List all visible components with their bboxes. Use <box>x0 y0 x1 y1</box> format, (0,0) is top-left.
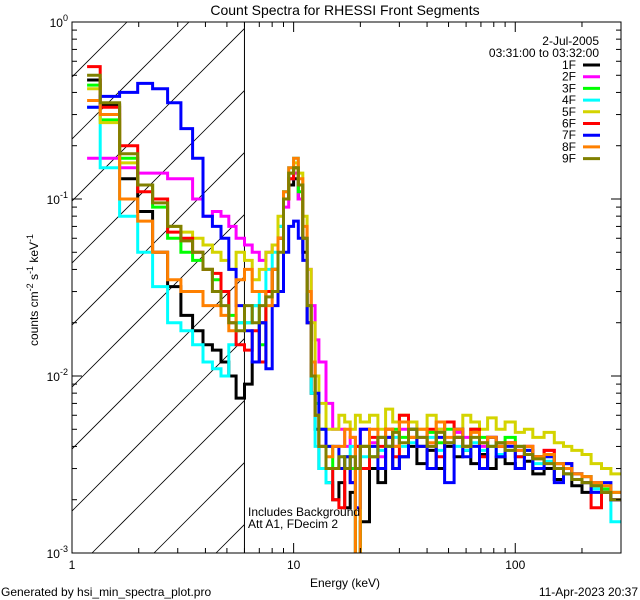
x-tick-label: 10 <box>287 558 301 572</box>
legend-label: 4F <box>562 93 576 107</box>
chart-title: Count Spectra for RHESSI Front Segments <box>210 2 479 18</box>
hatch-line <box>91 399 245 553</box>
hatch-line <box>72 213 245 388</box>
legend-label: 5F <box>562 105 576 119</box>
x-tick-label: 100 <box>505 558 525 572</box>
legend-label: 8F <box>562 140 576 154</box>
footer-timestamp: 11-Apr-2023 20:37 <box>539 585 639 599</box>
legend-item-8F: 8F <box>562 140 600 154</box>
series-group <box>87 65 621 553</box>
hatch-line <box>72 275 245 450</box>
legend-item-3F: 3F <box>562 81 600 95</box>
legend-label: 3F <box>562 81 576 95</box>
hatch-line <box>72 27 245 202</box>
annotation-background: Includes Background <box>248 505 360 519</box>
y-tick-labels: 100 10-1 10-2 10-3 <box>47 13 68 561</box>
legend-item-9F: 9F <box>562 152 600 166</box>
legend-label: 6F <box>562 117 576 131</box>
y-tick-label: 100 <box>50 13 68 30</box>
legend-label: 2F <box>562 70 576 84</box>
legend-label: 9F <box>562 152 576 166</box>
legend-item-4F: 4F <box>562 93 600 107</box>
legend-label: 1F <box>562 58 576 72</box>
x-tick-labels: 1 10 100 <box>69 558 526 572</box>
legend-item-5F: 5F <box>562 105 600 119</box>
legend-item-2F: 2F <box>562 70 600 84</box>
hatch-line <box>153 461 245 553</box>
x-axis-label: Energy (keV) <box>310 576 380 590</box>
hatch-line <box>72 151 245 326</box>
series-8F <box>87 99 621 553</box>
footer-generated-by: Generated by hsi_min_spectra_plot.pro <box>1 585 211 599</box>
y-tick-label: 10-1 <box>47 190 68 207</box>
legend-item-1F: 1F <box>562 58 600 72</box>
legend-item-6F: 6F <box>562 117 600 131</box>
series-9F <box>87 73 621 502</box>
x-tick-label: 1 <box>69 558 76 572</box>
time-range-label: 03:31:00 to 03:32:00 <box>489 46 599 60</box>
hatch-line <box>72 337 245 512</box>
y-tick-label: 10-3 <box>47 544 68 561</box>
legend-item-7F: 7F <box>562 128 600 142</box>
hatch-line <box>0 22 3 553</box>
y-tick-label: 10-2 <box>47 367 68 384</box>
hatch-line <box>72 89 245 264</box>
date-label: 2-Jul-2005 <box>542 34 599 48</box>
series-5F <box>87 87 621 476</box>
legend-label: 7F <box>562 128 576 142</box>
plot-frame <box>71 21 622 554</box>
axis-ticks <box>71 21 622 554</box>
hatch-line <box>402 22 640 553</box>
annotation-attenuator: Att A1, FDecim 2 <box>248 517 338 531</box>
y-axis-label: counts cm-2 s-1 keV-1 <box>25 234 41 346</box>
